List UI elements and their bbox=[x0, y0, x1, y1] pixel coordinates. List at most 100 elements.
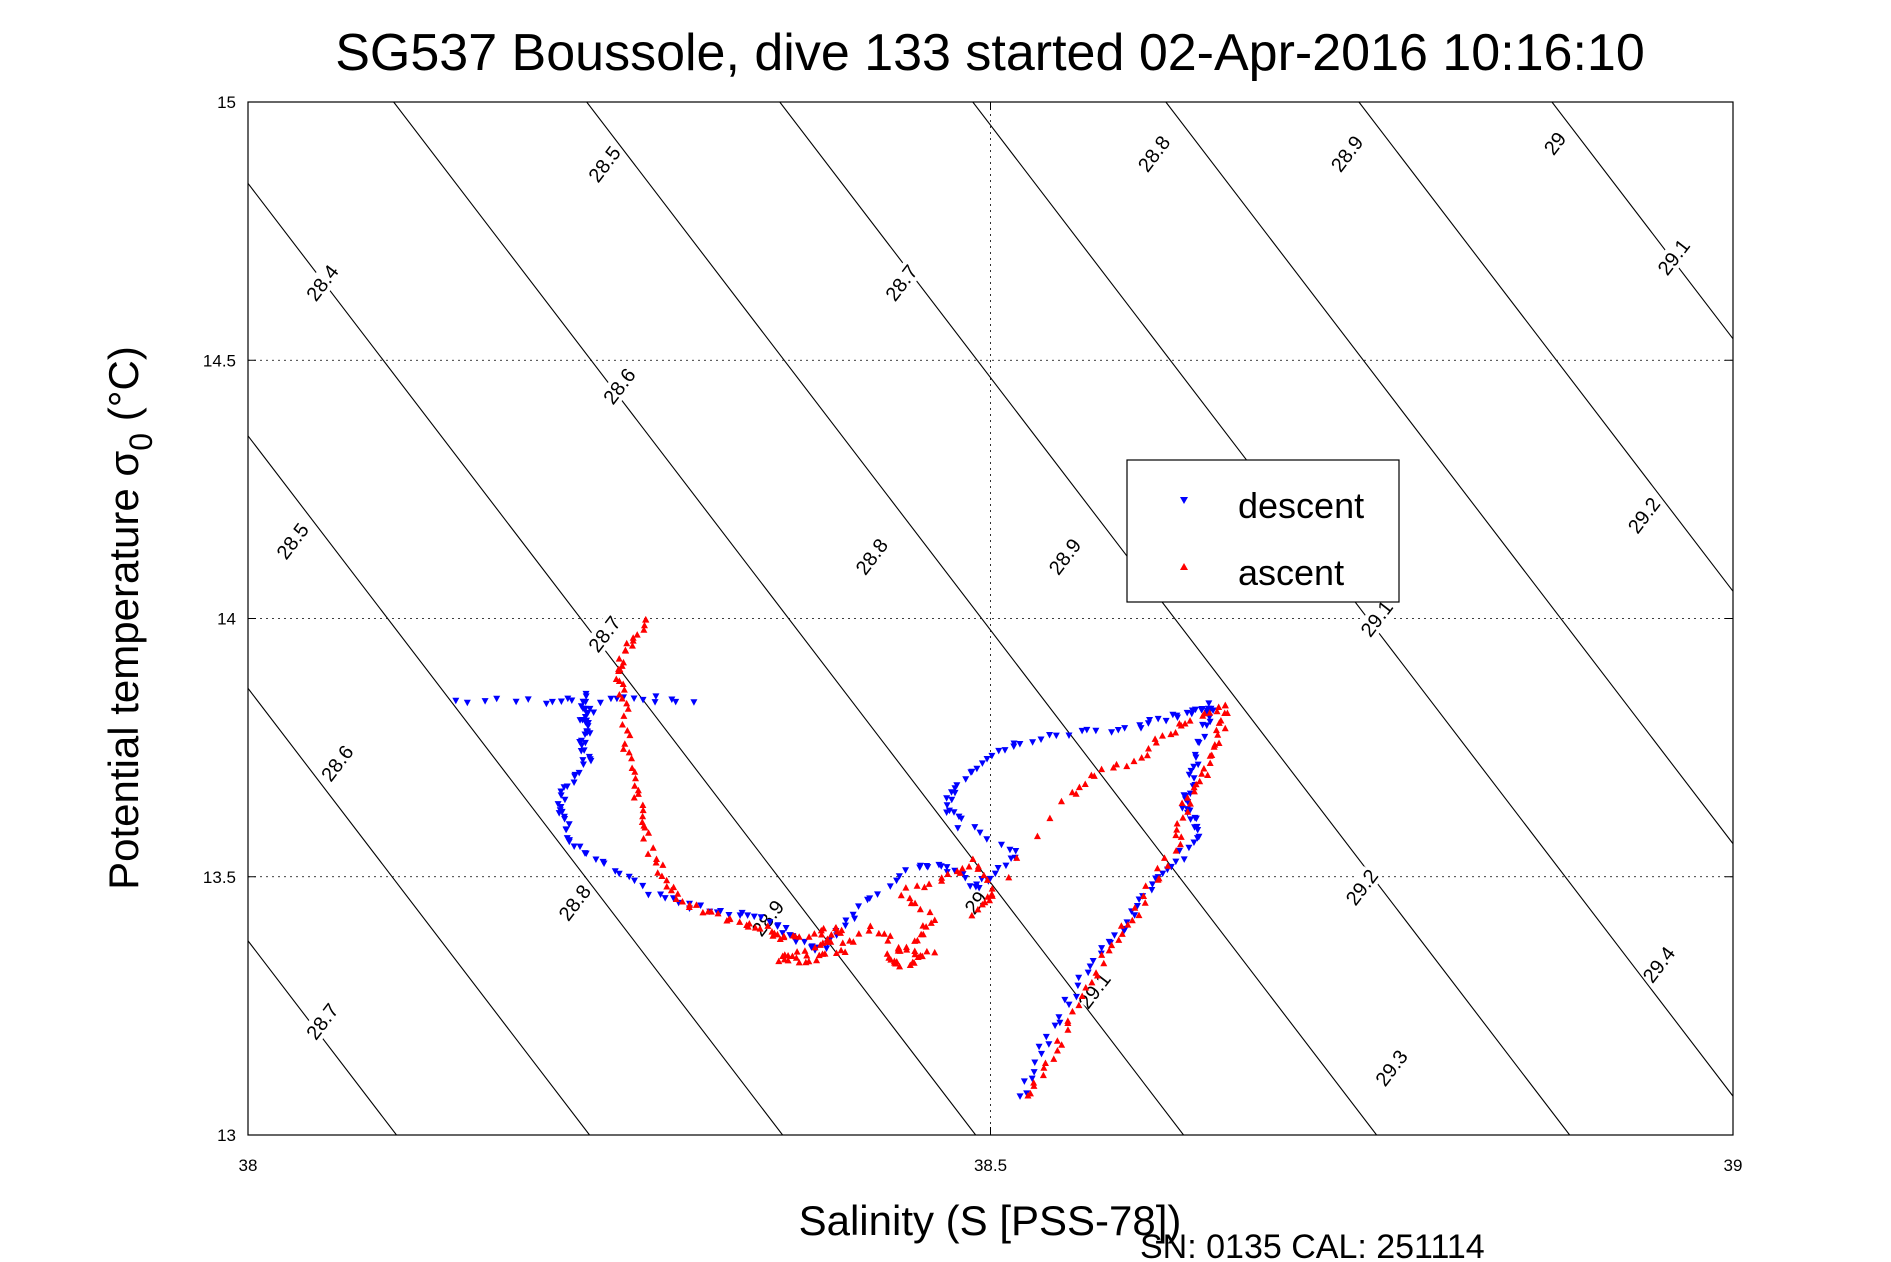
descent-point bbox=[661, 895, 669, 902]
ascent-point bbox=[1105, 946, 1113, 954]
ascent-point bbox=[1046, 814, 1054, 822]
descent-point bbox=[1006, 846, 1014, 854]
ascent-point bbox=[827, 931, 835, 938]
descent-point bbox=[1061, 996, 1069, 1004]
contour-label-bg bbox=[748, 897, 788, 940]
isopycnal-line bbox=[393, 102, 1184, 1135]
descent-point bbox=[1001, 747, 1009, 754]
ascent-point bbox=[1152, 738, 1160, 746]
ascent-point bbox=[1215, 703, 1223, 711]
ascent-point bbox=[836, 929, 844, 936]
ascent-point bbox=[1082, 984, 1090, 991]
ascent-point bbox=[1198, 770, 1206, 777]
descent-point bbox=[973, 765, 981, 773]
ascent-point bbox=[866, 922, 874, 930]
ascent-point bbox=[1024, 1091, 1032, 1099]
ascent-point bbox=[714, 909, 722, 917]
ascent-point bbox=[1160, 854, 1168, 861]
descent-point bbox=[717, 908, 725, 915]
ascent-point bbox=[1030, 1079, 1038, 1086]
footer-serial-cal: SN: 0135 CAL: 251114 bbox=[1140, 1228, 1485, 1262]
ascent-point bbox=[984, 893, 992, 900]
ascent-point bbox=[980, 871, 988, 879]
ascent-point bbox=[839, 939, 847, 946]
ascent-point bbox=[1158, 732, 1166, 739]
ascent-point bbox=[663, 882, 671, 890]
ascent-point bbox=[628, 754, 636, 762]
y-tick-label: 13 bbox=[217, 1126, 236, 1145]
ascent-point bbox=[1206, 709, 1214, 716]
y-tick-label: 13.5 bbox=[203, 868, 236, 887]
descent-point bbox=[855, 903, 863, 910]
descent-point bbox=[548, 698, 556, 706]
ascent-point bbox=[913, 936, 921, 944]
descent-point bbox=[1078, 727, 1086, 735]
descent-point bbox=[631, 877, 639, 885]
descent-point bbox=[560, 784, 568, 791]
ascent-point bbox=[641, 824, 649, 831]
descent-point bbox=[1098, 945, 1106, 952]
descent-point bbox=[948, 796, 956, 804]
ascent-point bbox=[818, 931, 826, 938]
ascent-point bbox=[640, 835, 648, 842]
descent-point bbox=[1148, 886, 1156, 894]
ascent-point bbox=[837, 946, 845, 954]
ascent-point bbox=[968, 911, 976, 919]
grid-lines bbox=[248, 102, 1733, 1135]
legend-ascent-marker bbox=[1180, 563, 1188, 570]
y-axis-label-main: Potential temperature σ bbox=[100, 451, 147, 890]
ascent-point bbox=[634, 790, 642, 797]
ascent-point bbox=[792, 954, 800, 961]
descent-point bbox=[576, 843, 584, 851]
ascent-point bbox=[823, 938, 831, 945]
ascent-point bbox=[978, 900, 986, 908]
ascent-point bbox=[919, 922, 927, 929]
descent-point bbox=[1190, 763, 1198, 771]
ascent-point bbox=[623, 639, 631, 647]
descent-point bbox=[995, 747, 1003, 755]
descent-point bbox=[652, 693, 660, 700]
y-axis-label: Potential temperature σ0 (°C) bbox=[100, 346, 159, 890]
descent-point bbox=[1180, 856, 1188, 863]
ascent-point bbox=[1184, 808, 1192, 815]
descent-point bbox=[988, 752, 996, 760]
ascent-point bbox=[628, 642, 636, 649]
descent-point bbox=[557, 792, 565, 799]
ascent-point bbox=[654, 869, 662, 876]
ascent-point bbox=[639, 806, 647, 814]
ascent-point bbox=[621, 740, 629, 747]
descent-point bbox=[1185, 844, 1193, 852]
descent-point bbox=[630, 695, 638, 702]
descent-point bbox=[524, 696, 532, 703]
ascent-point bbox=[1173, 820, 1181, 827]
ascent-point bbox=[631, 782, 639, 789]
ascent-point bbox=[615, 667, 623, 674]
y-tick-label: 14 bbox=[217, 610, 236, 629]
ascent-point bbox=[1090, 772, 1098, 779]
descent-point bbox=[1089, 957, 1097, 965]
contour-label-bg bbox=[1327, 132, 1367, 175]
descent-point bbox=[973, 881, 981, 889]
descent-point bbox=[962, 776, 970, 783]
descent-point bbox=[945, 807, 953, 815]
contour-label-bg bbox=[272, 520, 313, 563]
descent-point bbox=[577, 747, 585, 755]
descent-point bbox=[576, 739, 584, 746]
descent-point bbox=[983, 836, 991, 843]
descent-point bbox=[766, 919, 774, 926]
descent-point bbox=[842, 917, 850, 924]
ascent-point bbox=[919, 930, 927, 938]
descent-point bbox=[1209, 707, 1217, 714]
ascent-point bbox=[849, 938, 857, 945]
ascent-point bbox=[1164, 862, 1172, 869]
descent-point bbox=[1205, 700, 1213, 707]
ascent-point bbox=[618, 720, 626, 728]
descent-point bbox=[954, 825, 962, 832]
descent-point bbox=[583, 709, 591, 717]
ascent-point bbox=[865, 927, 873, 934]
descent-point bbox=[1188, 710, 1196, 718]
ascent-point bbox=[986, 896, 994, 904]
ascent-point bbox=[1138, 754, 1146, 761]
ascent-point bbox=[1068, 1007, 1076, 1015]
ascent-point bbox=[974, 905, 982, 913]
